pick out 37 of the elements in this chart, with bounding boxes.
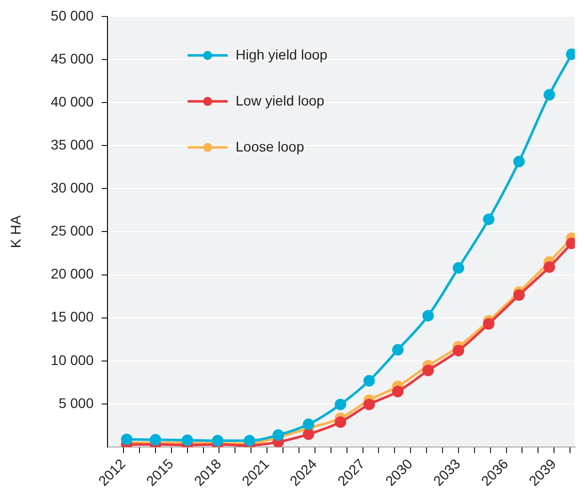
point: [212, 434, 224, 446]
point: [334, 416, 346, 428]
y-tick-label: 15 000: [50, 308, 94, 325]
y-tick-label: 20 000: [50, 266, 94, 282]
point: [544, 89, 556, 101]
point: [302, 428, 314, 440]
point: [302, 418, 314, 430]
point: [150, 434, 162, 446]
y-tick-label: 50 000: [50, 7, 94, 24]
point: [513, 156, 525, 168]
point: [452, 344, 464, 356]
point: [544, 261, 556, 273]
legend-label: High yield loop: [236, 46, 328, 62]
point: [513, 289, 525, 301]
point: [121, 434, 133, 446]
point: [452, 262, 464, 274]
y-tick-label: 35 000: [50, 136, 94, 152]
y-tick-label: 45 000: [50, 50, 94, 66]
point: [363, 398, 375, 410]
point: [244, 434, 256, 446]
point: [482, 318, 494, 330]
y-tick-label: 10 000: [50, 352, 94, 368]
y-tick-label: 40 000: [50, 93, 94, 110]
point: [363, 375, 375, 387]
y-tick-label: 30 000: [50, 180, 94, 196]
y-tick-label: 5 000: [58, 394, 94, 411]
y-tick-label: 25 000: [50, 222, 94, 239]
point: [482, 214, 494, 226]
point: [182, 434, 194, 446]
legend-label: Loose loop: [236, 138, 304, 154]
point: [392, 344, 404, 356]
point: [422, 364, 434, 376]
point: [392, 386, 404, 398]
point: [334, 398, 346, 410]
y-axis-title: K HA: [7, 214, 24, 248]
point: [422, 310, 434, 322]
legend-label: Low yield loop: [236, 92, 325, 108]
